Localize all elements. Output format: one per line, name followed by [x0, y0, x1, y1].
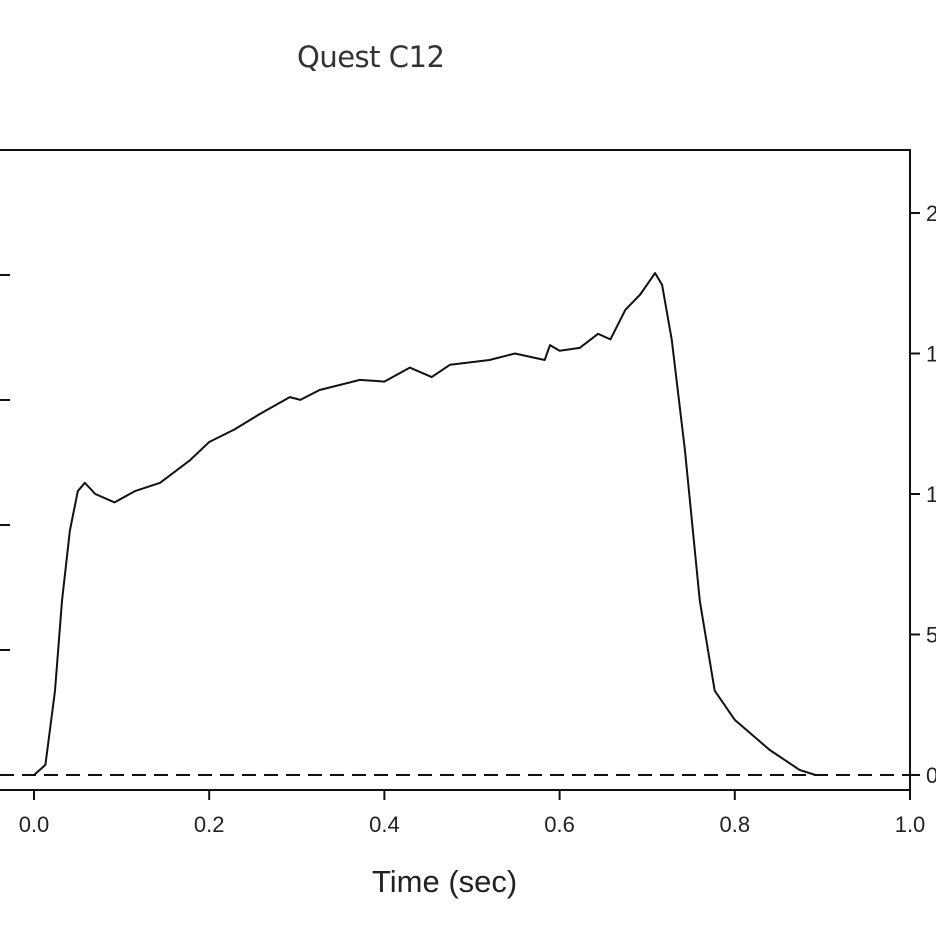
x-tick-label: 0.4 — [369, 812, 400, 837]
chart-title: Quest C12 — [297, 40, 445, 74]
right-y-tick-label: 2 — [926, 201, 936, 226]
x-tick-label: 0.0 — [19, 812, 50, 837]
x-tick-label: 0.8 — [720, 812, 751, 837]
right-y-tick-label: 1 — [926, 342, 936, 367]
plot-frame — [0, 149, 911, 791]
right-y-tick-label: 0 — [926, 763, 936, 788]
x-tick-label: 0.6 — [544, 812, 575, 837]
x-axis-label: Time (sec) — [372, 864, 518, 899]
x-tick-label: 0.2 — [194, 812, 225, 837]
right-y-tick-label: 1 — [926, 482, 936, 507]
x-tick-label: 1.0 — [895, 812, 926, 837]
series-line — [33, 272, 816, 776]
right-y-tick-label: 5 — [926, 623, 936, 648]
